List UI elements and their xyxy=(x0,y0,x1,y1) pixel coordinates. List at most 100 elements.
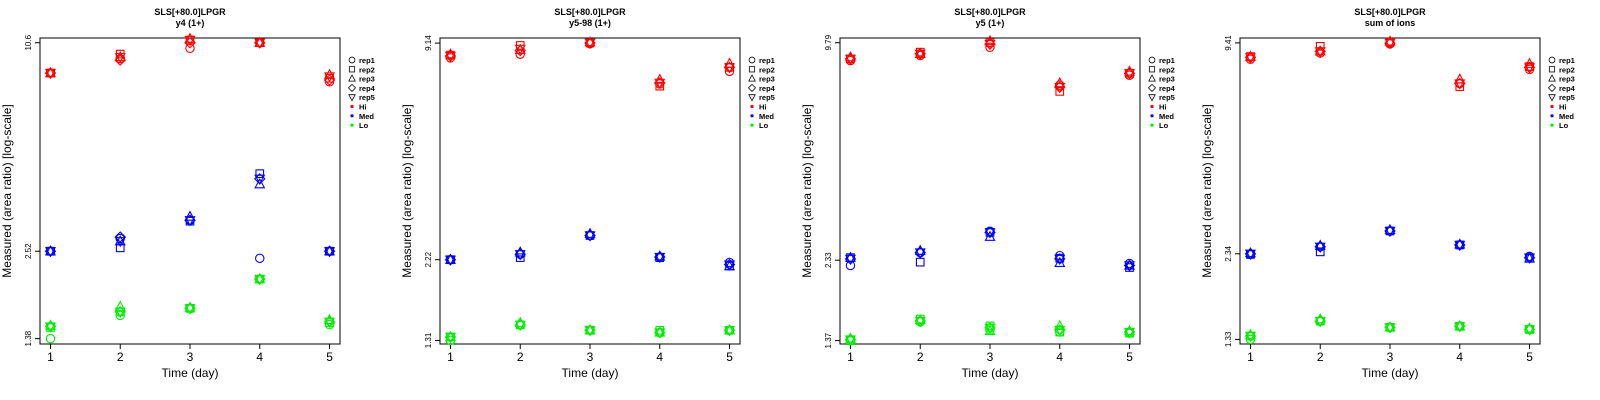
legend-item: Lo xyxy=(350,121,369,130)
data-point xyxy=(724,57,736,68)
x-tick-label: 2 xyxy=(117,350,124,364)
data-point xyxy=(1054,254,1066,266)
chart-title: SLS[+80.0]LPGR xyxy=(1354,7,1426,17)
legend-label: rep5 xyxy=(1559,93,1575,102)
data-point xyxy=(1124,259,1136,270)
data-point xyxy=(584,38,596,50)
data-point xyxy=(1244,331,1256,343)
data-point xyxy=(1454,79,1466,90)
legend-symbol xyxy=(348,66,356,73)
x-axis-label: Time (day) xyxy=(1362,366,1419,380)
data-point xyxy=(324,72,336,83)
data-point xyxy=(44,245,56,256)
data-point xyxy=(654,328,666,339)
legend-symbol xyxy=(1148,66,1156,73)
legend-marker xyxy=(1147,83,1157,92)
legend-symbol xyxy=(748,94,756,102)
data-point xyxy=(254,274,266,286)
legend-label: rep2 xyxy=(359,65,375,74)
data-point xyxy=(1054,325,1066,337)
legend-symbol xyxy=(347,83,357,92)
legend-marker xyxy=(748,56,756,64)
chart-title: SLS[+80.0]LPGR xyxy=(554,7,626,17)
data-point xyxy=(1384,223,1396,235)
x-tick-label: 1 xyxy=(847,350,854,364)
chart-subtitle: y4 (1+) xyxy=(176,18,205,28)
legend-label: rep3 xyxy=(1559,75,1575,84)
legend-symbol xyxy=(1548,94,1556,102)
plot-frame xyxy=(839,37,1141,345)
chart-subtitle: y5 (1+) xyxy=(976,18,1005,28)
legend-label: Hi xyxy=(1159,103,1167,112)
data-point xyxy=(654,252,666,264)
y-tick-label: 10.6 xyxy=(24,34,33,50)
legend-label: rep1 xyxy=(1159,56,1175,65)
y-tick-label: 1.31 xyxy=(424,332,433,348)
data-point xyxy=(514,320,526,332)
data-point xyxy=(724,324,736,335)
data-point xyxy=(254,36,266,47)
plot-frame xyxy=(439,37,741,345)
data-point xyxy=(984,230,996,241)
data-point xyxy=(584,231,596,242)
data-point xyxy=(724,260,736,271)
data-point xyxy=(845,260,856,271)
data-point xyxy=(1314,45,1326,56)
legend-dot xyxy=(750,104,754,109)
x-axis-label: Time (day) xyxy=(962,366,1019,380)
x-tick-label: 4 xyxy=(656,350,663,364)
data-point xyxy=(1454,322,1466,333)
legend-dot xyxy=(350,104,354,109)
legend-label: rep1 xyxy=(359,56,375,65)
data-point xyxy=(844,332,856,343)
legend-label: rep3 xyxy=(1159,75,1175,84)
data-point xyxy=(844,335,856,346)
legend-item: Med xyxy=(750,112,774,121)
data-point xyxy=(844,254,856,266)
legend-symbol xyxy=(1148,56,1156,64)
data-point xyxy=(184,32,196,43)
data-point xyxy=(654,326,666,337)
legend-label: Med xyxy=(1559,112,1574,121)
x-tick-label: 1 xyxy=(47,350,54,364)
legend-symbol xyxy=(1548,56,1556,64)
data-point xyxy=(444,253,456,264)
legend-dot xyxy=(1150,104,1154,109)
data-point xyxy=(45,333,56,344)
data-point xyxy=(1054,319,1066,331)
legend-symbol xyxy=(748,56,756,64)
x-tick-label: 5 xyxy=(1126,350,1133,364)
legend-item: rep2 xyxy=(348,65,375,74)
data-point xyxy=(514,44,527,57)
data-point xyxy=(44,247,56,258)
legend-item: Lo xyxy=(750,121,769,130)
y-tick-label: 2.52 xyxy=(24,243,33,259)
legend-dot xyxy=(1150,123,1154,127)
data-point xyxy=(324,247,336,258)
x-tick-label: 5 xyxy=(326,350,333,364)
data-point xyxy=(914,49,926,60)
data-point xyxy=(254,178,266,189)
legend-marker xyxy=(1148,56,1156,64)
data-point xyxy=(584,324,596,335)
legend-item: Hi xyxy=(350,103,367,112)
legend-dot xyxy=(350,123,354,127)
x-tick-label: 4 xyxy=(1456,350,1463,364)
legend-dot xyxy=(1150,114,1154,118)
legend-item: rep4 xyxy=(1147,83,1176,93)
data-point xyxy=(114,300,126,311)
data-point xyxy=(1315,247,1325,257)
legend-item: Hi xyxy=(750,103,767,112)
data-point xyxy=(914,316,926,328)
data-point xyxy=(1054,83,1066,94)
data-point xyxy=(184,216,196,227)
chart-title: SLS[+80.0]LPGR xyxy=(954,7,1026,17)
legend-item: rep5 xyxy=(348,93,375,102)
data-point xyxy=(254,38,266,49)
data-point xyxy=(1384,226,1396,238)
legend-item: rep3 xyxy=(1548,74,1575,84)
legend-marker xyxy=(1548,66,1556,73)
legend-label: Hi xyxy=(759,103,767,112)
